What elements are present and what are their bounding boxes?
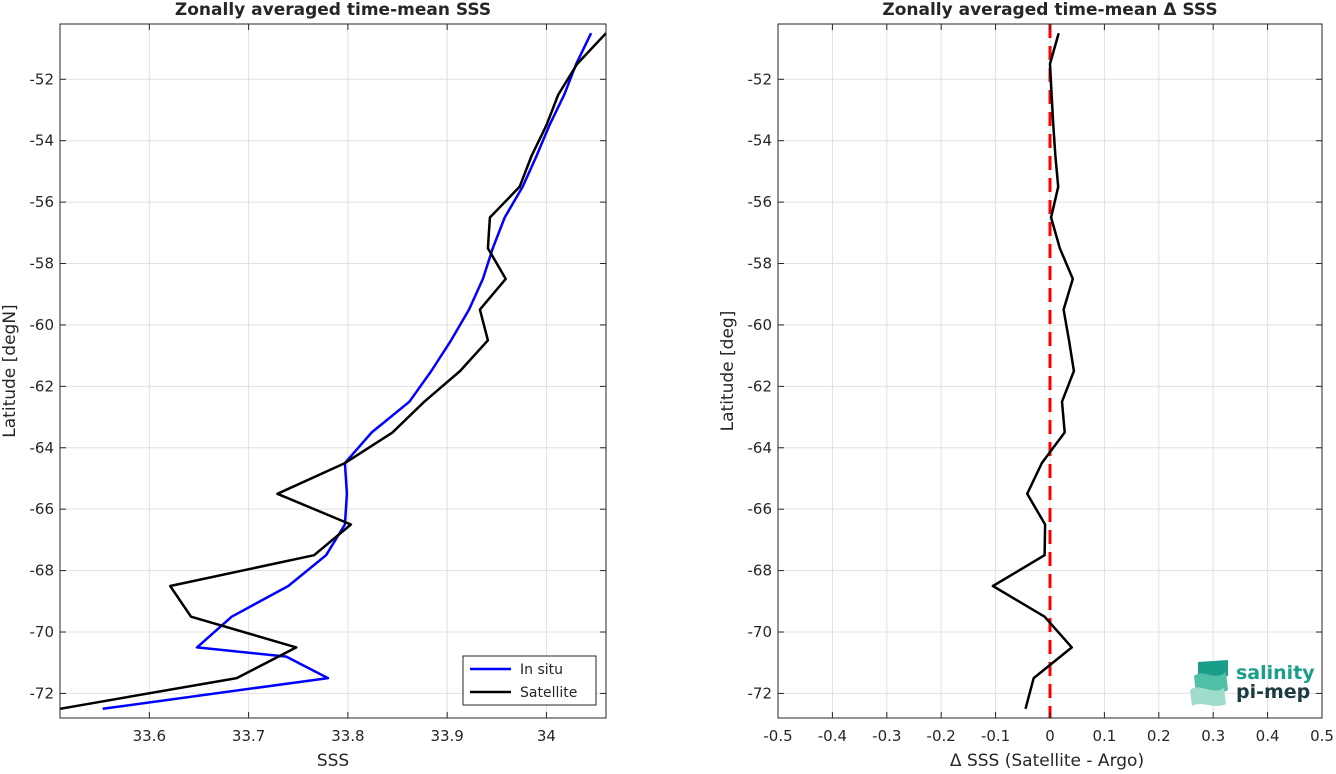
logo-text-pi-mep: pi-mep — [1236, 681, 1310, 703]
delta-sss-panel: -0.5 -0.4 -0.3 -0.2 -0.1 0 0.1 0.2 0.3 0.4 0.5 -72 -… — [718, 0, 1334, 771]
sss-y-tick-label: -68 — [30, 562, 55, 580]
sss-in-situ-line — [102, 32, 593, 711]
sss-x-axis-label: SSS — [317, 751, 349, 770]
sss-panel: 33.6 33.7 33.8 33.9 34 -72 -70 -68 -66 -64 -62 -60 -… — [0, 0, 607, 771]
delta-y-tick-label: -66 — [748, 500, 773, 518]
sss-x-tick-label: 34 — [537, 727, 556, 745]
delta-y-tick-label: -56 — [748, 193, 773, 211]
delta-x-tick-label: 0 — [1045, 727, 1055, 745]
delta-x-tick-label: -0.3 — [872, 727, 901, 745]
sss-x-tick-label: 33.6 — [133, 727, 166, 745]
sss-axes-box — [59, 23, 607, 719]
sss-y-axis-label: Latitude [degN] — [0, 304, 20, 437]
delta-y-tick-label: -70 — [748, 623, 773, 641]
sss-ticks: 33.6 33.7 33.8 33.9 34 -72 -70 -68 -66 -64 -62 -60 -… — [30, 24, 606, 745]
sss-y-tick-label: -54 — [30, 132, 55, 150]
delta-x-tick-label: 0.4 — [1256, 727, 1280, 745]
delta-chart-title: Zonally averaged time-mean Δ SSS — [882, 0, 1217, 20]
delta-y-axis-label: Latitude [deg] — [718, 311, 738, 432]
sss-y-tick-label: -62 — [30, 377, 55, 395]
sss-grid — [60, 24, 606, 718]
sss-y-tick-label: -70 — [30, 623, 55, 641]
legend-box — [462, 655, 597, 706]
delta-series-0-line — [991, 32, 1076, 710]
delta-y-tick-label: -72 — [748, 684, 773, 702]
delta-x-axis-label: Δ SSS (Satellite - Argo) — [950, 751, 1144, 770]
sss-y-tick-label: -64 — [30, 439, 55, 457]
salinity-pi-mep-logo: salinity pi-mep — [1190, 660, 1315, 706]
delta-y-tick-label: -62 — [748, 377, 773, 395]
logo-wave-icon — [1190, 660, 1228, 706]
delta-y-tick-label: -68 — [748, 562, 773, 580]
delta-y-tick-label: -64 — [748, 439, 773, 457]
legend-satellite-label: Satellite — [520, 685, 577, 701]
delta-y-tick-label: -54 — [748, 132, 773, 150]
sss-x-tick-label: 33.7 — [232, 727, 265, 745]
delta-x-tick-label: 0.5 — [1310, 727, 1334, 745]
sss-y-tick-label: -58 — [30, 255, 55, 273]
delta-x-tick-label: 0.2 — [1147, 727, 1171, 745]
delta-ticks: -0.5 -0.4 -0.3 -0.2 -0.1 0 0.1 0.2 0.3 0.4 0.5 -72 -… — [748, 24, 1334, 745]
sss-chart-title: Zonally averaged time-mean SSS — [175, 0, 491, 20]
sss-legend: In situ Satellite — [462, 655, 597, 706]
delta-x-tick-label: 0.1 — [1092, 727, 1116, 745]
sss-series-lines — [59, 32, 607, 711]
sss-x-tick-label: 33.8 — [331, 727, 364, 745]
delta-x-tick-label: -0.2 — [927, 727, 956, 745]
sss-y-tick-label: -66 — [30, 500, 55, 518]
delta-y-tick-label: -60 — [748, 316, 773, 334]
sss-y-tick-label: -52 — [30, 70, 55, 88]
delta-x-tick-label: -0.1 — [981, 727, 1010, 745]
delta-x-tick-label: -0.4 — [818, 727, 847, 745]
logo-text-salinity: salinity — [1236, 662, 1315, 684]
sss-y-tick-label: -72 — [30, 684, 55, 702]
delta-y-tick-label: -58 — [748, 255, 773, 273]
legend-in-situ-label: In situ — [520, 662, 563, 678]
sss-satellite-line — [59, 32, 607, 711]
sss-y-tick-label: -56 — [30, 193, 55, 211]
delta-y-tick-label: -52 — [748, 70, 773, 88]
sss-x-tick-label: 33.9 — [430, 727, 463, 745]
delta-x-tick-label: 0.3 — [1201, 727, 1225, 745]
sss-y-tick-label: -60 — [30, 316, 55, 334]
delta-x-tick-label: -0.5 — [763, 727, 792, 745]
delta-series-lines — [991, 32, 1076, 710]
